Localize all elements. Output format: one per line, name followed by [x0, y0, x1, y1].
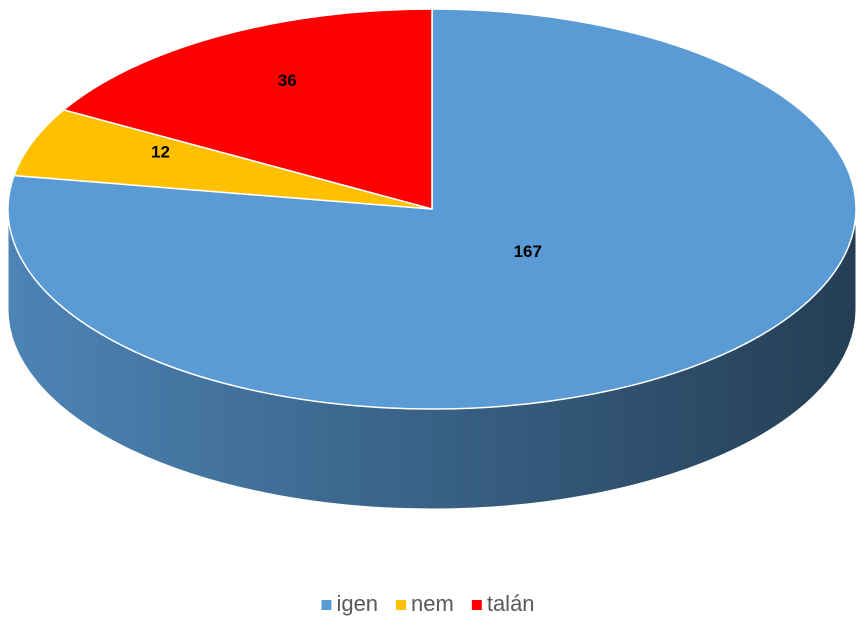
legend-swatch [396, 600, 407, 610]
legend-swatch [321, 600, 332, 610]
data-label: 167 [514, 242, 542, 261]
pie-slice [62, 8, 433, 210]
legend-item: igen [321, 591, 378, 616]
legend-item: talán [471, 591, 535, 616]
legend-label: igen [336, 591, 378, 616]
pie-slice [12, 109, 433, 210]
legend-label: talán [487, 591, 535, 616]
legend-label: nem [411, 591, 454, 616]
data-label: 12 [151, 143, 170, 162]
legend-swatch [471, 600, 482, 610]
data-label: 36 [278, 71, 297, 90]
legend-item: nem [396, 591, 454, 616]
